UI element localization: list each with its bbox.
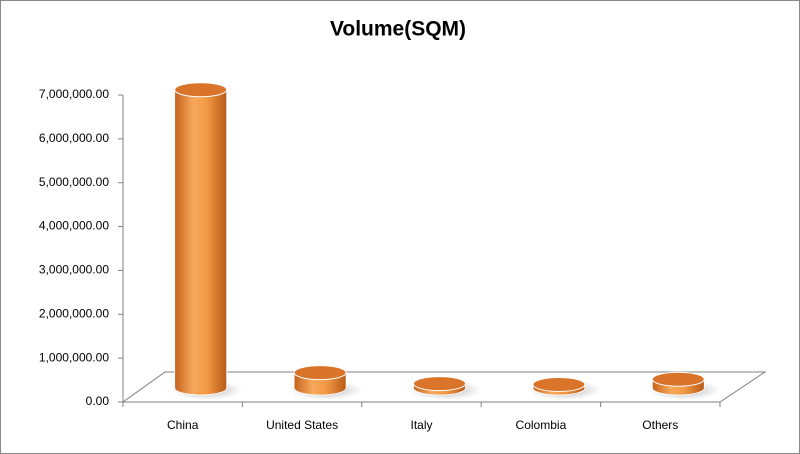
bar-top	[532, 376, 586, 392]
y-tick-label: 7,000,000.00	[39, 87, 109, 101]
x-tick-label: Others	[642, 418, 678, 432]
y-tick-label: 5,000,000.00	[39, 175, 109, 189]
y-tick-label: 3,000,000.00	[39, 263, 109, 277]
floor	[121, 371, 767, 403]
bar-body	[174, 89, 228, 396]
y-tick-label: 0.00	[86, 394, 110, 408]
y-tick-label: 1,000,000.00	[39, 350, 109, 364]
bar-top	[651, 371, 705, 387]
x-tick-label: China	[167, 418, 199, 432]
x-tick-label: United States	[266, 418, 338, 432]
bar-top	[174, 82, 228, 98]
bar	[651, 371, 705, 396]
bar	[532, 376, 586, 396]
x-tick-label: Italy	[410, 418, 432, 432]
bar	[293, 365, 347, 396]
chart-title: Volume(SQM)	[330, 18, 466, 41]
bar	[413, 376, 466, 396]
x-tick-label: Colombia	[516, 418, 567, 432]
y-tick-label: 6,000,000.00	[39, 131, 109, 145]
bar-top	[413, 376, 466, 392]
y-tick-label: 2,000,000.00	[39, 306, 109, 320]
bar-top	[293, 365, 347, 381]
bar	[174, 82, 228, 396]
y-tick-label: 4,000,000.00	[39, 219, 109, 233]
